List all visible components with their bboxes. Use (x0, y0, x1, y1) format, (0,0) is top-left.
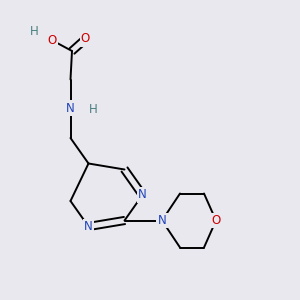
Text: N: N (84, 220, 93, 233)
Text: H: H (88, 103, 98, 116)
Text: N: N (66, 101, 75, 115)
Text: O: O (48, 34, 57, 47)
Text: O: O (81, 32, 90, 46)
Text: H: H (30, 25, 39, 38)
Text: N: N (158, 214, 166, 227)
Text: O: O (212, 214, 220, 227)
Text: N: N (138, 188, 147, 202)
